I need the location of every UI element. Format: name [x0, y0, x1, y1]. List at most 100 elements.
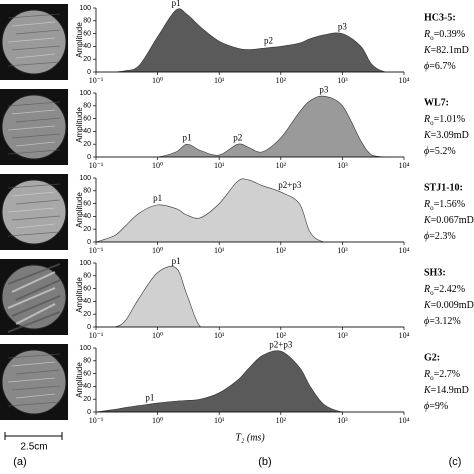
property-subscript: o — [430, 289, 434, 297]
y-axis-label: Amplitude — [75, 22, 84, 58]
sample-property: K=3.09mD — [423, 130, 469, 141]
property-value: =3.09mD — [431, 130, 469, 141]
y-tick-label: 80 — [83, 273, 91, 280]
sample-property: K=0.067mD — [423, 215, 474, 226]
peak-label: p1 — [145, 392, 154, 402]
property-symbol: K — [423, 300, 432, 311]
y-tick-label: 100 — [79, 345, 91, 352]
x-tick-label: 10¹ — [214, 76, 225, 85]
core-texture — [15, 279, 61, 301]
property-value: =82.1mD — [431, 45, 469, 56]
x-tick-label: 10¹ — [214, 246, 225, 255]
peak-label: p3 — [338, 22, 348, 32]
y-tick-label: 0 — [87, 324, 91, 331]
x-tick-label: 10⁻¹ — [89, 76, 104, 85]
x-tick-label: 10² — [276, 331, 287, 340]
core-texture — [7, 207, 56, 213]
y-tick-label: 40 — [83, 128, 91, 135]
scale-bar-label: 2.5cm — [20, 442, 47, 453]
x-tick-label: 10² — [276, 246, 287, 255]
x-tick-label: 10⁻¹ — [89, 416, 104, 425]
x-axis-label: T₂ (ms) — [235, 432, 265, 443]
x-tick-label: 10⁻¹ — [89, 246, 104, 255]
property-symbol: ϕ — [424, 401, 429, 412]
property-value: =5.2% — [429, 146, 455, 157]
property-value: =2.42% — [434, 284, 465, 295]
area — [95, 350, 404, 413]
core-images — [0, 4, 68, 420]
core-texture — [15, 223, 56, 229]
y-tick-label: 100 — [79, 90, 91, 97]
sample-property: K=14.9mD — [423, 385, 469, 396]
property-symbol: K — [423, 385, 432, 396]
y-tick-label: 100 — [79, 5, 91, 12]
x-tick-label: 10⁰ — [152, 416, 163, 425]
x-tick-label: 10³ — [337, 331, 348, 340]
property-value: =9% — [429, 401, 448, 412]
x-tick-label: 10⁴ — [399, 331, 410, 340]
core-texture — [11, 133, 61, 139]
y-tick-label: 60 — [83, 370, 91, 377]
x-tick-label: 10¹ — [214, 161, 225, 170]
sample-property: K=82.1mD — [423, 45, 469, 56]
x-tick-label: 10¹ — [214, 331, 225, 340]
y-tick-label: 0 — [87, 154, 91, 161]
core-texture — [11, 45, 61, 51]
y-tick-label: 80 — [83, 188, 91, 195]
sample-property: Ro=1.56% — [423, 199, 465, 211]
peak-label: p2+p3 — [269, 339, 293, 349]
x-tick-label: 10⁴ — [399, 161, 410, 170]
property-symbol: K — [423, 215, 432, 226]
y-tick-label: 80 — [83, 358, 91, 365]
peak-label: p2 — [264, 36, 273, 46]
peak-label: p2+p3 — [278, 180, 302, 190]
y-tick-label: 100 — [79, 260, 91, 267]
core-sample — [1, 94, 67, 160]
y-tick-label: 80 — [83, 103, 91, 110]
y-tick-label: 0 — [87, 409, 91, 416]
x-tick-label: 10² — [276, 161, 287, 170]
x-tick-label: 10⁰ — [152, 246, 163, 255]
peak-label: p1 — [172, 0, 181, 8]
y-tick-label: 60 — [83, 200, 91, 207]
core-texture — [7, 61, 61, 67]
property-subscript: o — [430, 34, 434, 42]
core-texture — [15, 117, 61, 123]
property-subscript: o — [430, 374, 434, 382]
y-axis-label: Amplitude — [75, 277, 84, 313]
peak-label: p3 — [319, 84, 329, 94]
property-symbol: K — [423, 45, 432, 56]
property-symbol: R — [423, 369, 430, 380]
panel-label: (c) — [449, 456, 462, 468]
y-tick-label: 80 — [83, 18, 91, 25]
y-tick-label: 20 — [83, 226, 91, 233]
property-value: =1.56% — [434, 199, 465, 210]
y-axis-label: Amplitude — [75, 362, 84, 398]
area — [95, 178, 404, 243]
y-tick-label: 100 — [79, 175, 91, 182]
x-tick-label: 10³ — [337, 416, 348, 425]
core-texture — [15, 141, 56, 147]
y-tick-label: 20 — [83, 141, 91, 148]
core-texture — [15, 369, 61, 375]
core-texture — [7, 37, 56, 43]
core-texture — [7, 125, 56, 131]
x-tick-label: 10³ — [337, 246, 348, 255]
sample-property: ϕ=2.3% — [424, 231, 456, 242]
property-value: =1.01% — [434, 114, 465, 125]
property-value: =6.7% — [429, 61, 455, 72]
property-value: =2.7% — [434, 369, 460, 380]
sample-property: ϕ=3.12% — [424, 316, 461, 327]
area — [96, 266, 404, 328]
sample-property: Ro=2.42% — [423, 284, 465, 296]
x-tick-label: 10⁰ — [152, 161, 163, 170]
core-texture — [15, 303, 56, 325]
core-texture — [15, 29, 61, 35]
sample-property: Ro=1.01% — [423, 114, 465, 126]
property-symbol: ϕ — [424, 146, 429, 157]
y-tick-label: 60 — [83, 115, 91, 122]
property-symbol: R — [423, 114, 430, 125]
core-texture — [7, 263, 61, 285]
property-symbol: R — [423, 29, 430, 40]
